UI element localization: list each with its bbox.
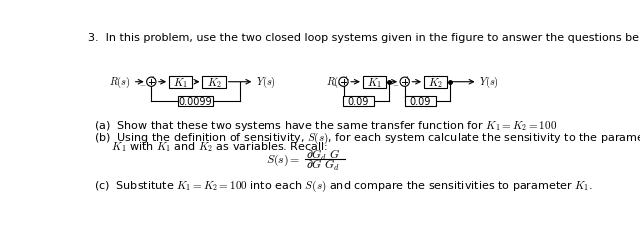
Text: 3.  In this problem, use the two closed loop systems given in the figure to answ: 3. In this problem, use the two closed l… [88,33,640,43]
Text: $Y(s)$: $Y(s)$ [479,74,499,89]
Text: (c)  Substitute $K_1 = K_2 = 100$ into each $S(s)$ and compare the sensitivities: (c) Substitute $K_1 = K_2 = 100$ into ea… [94,178,593,194]
Text: $R(s)$: $R(s)$ [109,74,131,89]
Text: $\partial G_d\ G$: $\partial G_d\ G$ [307,147,340,162]
Text: 0.09: 0.09 [410,97,431,107]
Text: +: + [150,75,156,84]
Bar [424,76,447,88]
Text: $-$: $-$ [139,79,146,88]
Bar [178,96,213,107]
Text: $-$: $-$ [392,79,399,88]
Text: $Y(s)$: $Y(s)$ [256,74,276,89]
Circle shape [400,78,410,87]
Text: 0.0099: 0.0099 [179,97,212,107]
Text: $-$: $-$ [331,79,338,88]
Bar [363,76,386,88]
Text: $K_2$: $K_2$ [428,76,443,89]
Text: $K_1$: $K_1$ [173,76,188,89]
Text: $K_1$ with $K_1$ and $K_2$ as variables. Recall:: $K_1$ with $K_1$ and $K_2$ as variables.… [94,140,328,154]
Circle shape [339,78,348,87]
Text: +: + [342,75,348,84]
Bar [202,76,226,88]
Text: (b)  Using the definition of sensitivity, $S(s)$, for each system calculate the : (b) Using the definition of sensitivity,… [94,130,640,145]
Text: (a)  Show that these two systems have the same transfer function for $K_1 = K_2 : (a) Show that these two systems have the… [94,118,557,132]
Text: $\partial G\ G_d$: $\partial G\ G_d$ [307,158,340,173]
Text: $R(s)$: $R(s)$ [326,74,348,89]
Text: $S(s) =$: $S(s) =$ [266,152,301,168]
Bar [169,76,193,88]
Text: +: + [403,75,410,84]
Text: $K_1$: $K_1$ [367,76,382,89]
Bar [404,96,436,107]
Circle shape [147,78,156,87]
Text: $K_2$: $K_2$ [207,76,221,89]
Text: 0.09: 0.09 [348,97,369,107]
Bar [343,96,374,107]
